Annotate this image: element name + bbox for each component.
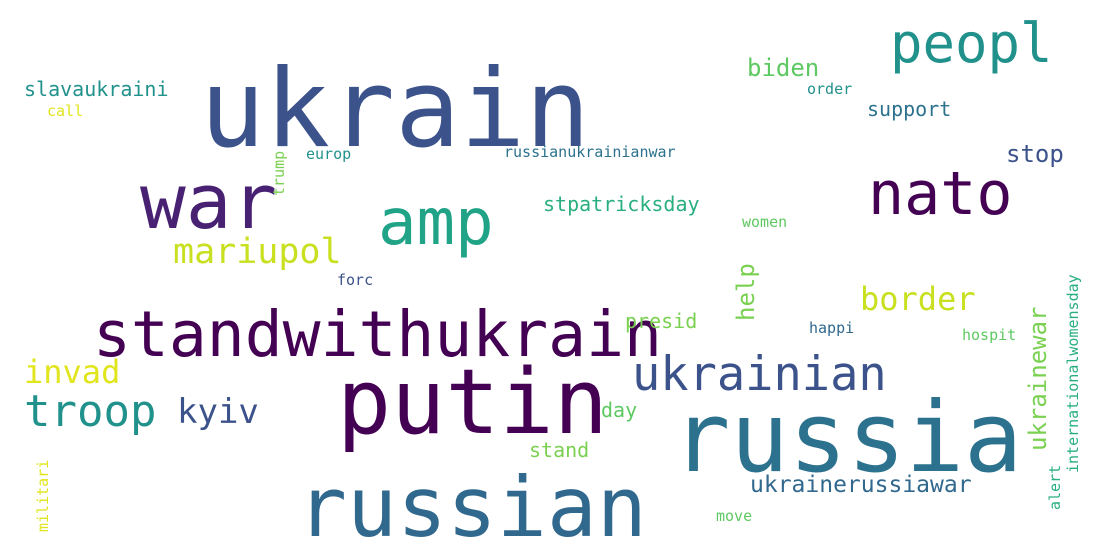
word-support: support [867,97,952,121]
word-border: border [860,280,976,318]
word-day: day [601,398,638,422]
word-women: women [742,213,788,231]
word-trump: trump [270,150,288,196]
word-happi: happi [809,319,855,337]
word-kyiv: kyiv [177,392,259,432]
word-forc: forc [337,271,374,289]
word-ukrainian: ukrainian [632,347,887,402]
word-putin: putin [337,350,608,455]
word-internationalwomensday: internationalwomensday [1064,274,1082,473]
word-help: help [732,263,760,321]
word-slavaukraini: slavaukraini [24,77,169,101]
word-russia: russia [672,381,1023,494]
word-biden: biden [747,54,820,82]
word-stpatricksday: stpatricksday [543,192,700,216]
word-europ: europ [306,145,352,163]
word-peopl: peopl [890,12,1053,75]
word-mariupol: mariupol [173,232,342,272]
word-presid: presid [625,309,698,333]
word-militari: militari [34,459,52,532]
word-alert: alert [1046,464,1064,510]
word-russian: russian [297,459,647,556]
word-nato: nato [868,159,1013,229]
word-ukrain: ukrain [200,47,591,172]
word-ukrainerussiawar: ukrainerussiawar [750,472,972,498]
word-invad: invad [24,353,121,391]
word-call: call [47,102,84,120]
word-ukrainewar: ukrainewar [1024,306,1052,452]
word-move: move [716,507,753,525]
word-russianukrainianwar: russianukrainianwar [504,143,676,161]
word-stop: stop [1006,140,1064,168]
word-war: war [140,157,278,246]
word-stand: stand [529,438,590,462]
word-standwithukrain: standwithukrain [93,298,662,371]
word-order: order [807,80,853,98]
word-hospit: hospit [962,326,1017,344]
word-troop: troop [24,386,157,437]
word-amp: amp [378,186,494,260]
